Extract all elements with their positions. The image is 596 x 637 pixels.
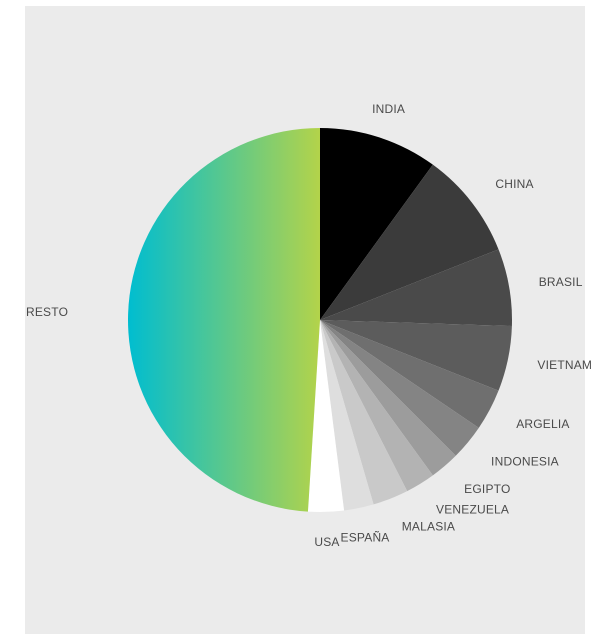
- pie-slice-vietnam: [320, 320, 512, 391]
- pie-slices: [128, 128, 513, 512]
- pie-label-malasia: MALASIA: [402, 519, 455, 533]
- pie-label-india: INDIA: [372, 102, 405, 116]
- pie-label-venezuela: VENEZUELA: [436, 502, 509, 516]
- pie-slice-indonesia: [320, 320, 479, 456]
- pie-slice-resto: [128, 128, 320, 512]
- pie-slice-venezuela: [320, 320, 433, 492]
- pie-slice-china: [320, 164, 499, 320]
- pie-label-egipto: EGIPTO: [464, 482, 510, 496]
- pie-slice-argelia: [320, 320, 499, 428]
- pie-slice-malasia: [320, 320, 408, 505]
- pie-slice-brasil: [320, 249, 513, 327]
- pie-label-usa: USA: [314, 535, 339, 549]
- pie-label-resto: RESTO: [26, 305, 68, 319]
- pie-slice-usa: [307, 320, 345, 512]
- pie-slice-espana: [320, 320, 374, 511]
- pie-label-indonesia: INDONESIA: [491, 455, 559, 469]
- pie-label-vietnam: VIETNAM: [537, 358, 592, 372]
- pie-slice-india: [320, 128, 433, 320]
- pie-label-argelia: ARGELIA: [516, 417, 569, 431]
- pie-labels: INDIA CHINA BRASIL VIETNAM ARGELIA INDONESIA E…: [26, 102, 592, 549]
- pie-label-china: CHINA: [495, 177, 533, 191]
- pie-slice-egipto: [320, 320, 456, 476]
- pie-label-brasil: BRASIL: [539, 275, 583, 289]
- pie-label-espana: ESPAÑA: [341, 530, 390, 544]
